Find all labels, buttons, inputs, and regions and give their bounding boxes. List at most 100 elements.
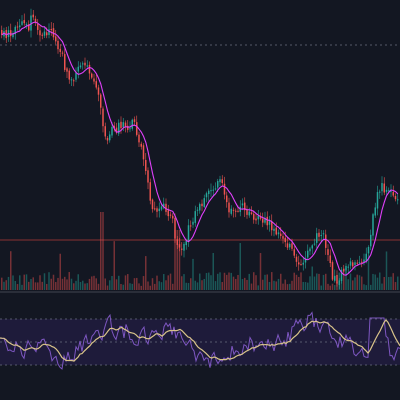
candle-body	[77, 66, 79, 72]
volume-bar	[347, 279, 349, 290]
candle-body	[331, 262, 334, 280]
volume-bar	[203, 278, 205, 290]
volume-bar	[291, 280, 293, 290]
candle-body	[93, 78, 95, 82]
volume-bar	[302, 281, 304, 290]
volume-bar	[109, 280, 111, 290]
candle-body	[340, 269, 343, 281]
candle-body	[347, 266, 349, 268]
candle-body	[172, 215, 174, 219]
candle-body	[37, 24, 39, 30]
volume-bar	[41, 281, 43, 290]
candle-body	[286, 243, 289, 248]
volume-bar	[192, 258, 194, 290]
candle-body	[250, 212, 253, 215]
candle-body	[379, 191, 381, 193]
volume-bar	[223, 272, 226, 290]
volume-bar	[151, 278, 154, 290]
volume-bar	[3, 281, 5, 290]
volume-bar	[7, 276, 10, 290]
volume-bar	[37, 282, 39, 290]
candle-body	[120, 121, 122, 129]
volume-bar	[241, 279, 244, 290]
candle-body	[262, 218, 264, 223]
volume-bar	[61, 278, 64, 290]
candle-body	[394, 196, 397, 200]
volume-bar	[226, 274, 228, 290]
volume-bar	[271, 272, 273, 290]
oscillator-pane[interactable]	[0, 311, 400, 370]
volume-bar	[167, 275, 169, 290]
candle-body	[365, 253, 367, 261]
volume-bar	[88, 278, 91, 290]
volume-bar	[361, 276, 363, 290]
pane-separator	[0, 291, 400, 293]
candle-body	[313, 243, 316, 245]
candle-body	[100, 94, 102, 108]
candle-body	[102, 108, 104, 127]
volume-bar	[16, 284, 19, 290]
volume-bar	[52, 274, 55, 290]
candle-body	[282, 236, 284, 239]
volume-bar	[208, 272, 210, 290]
candle-body	[244, 202, 246, 211]
volume-bar	[210, 275, 212, 290]
candle-body	[149, 182, 151, 201]
candle-body	[349, 261, 352, 266]
volume-bar	[185, 282, 187, 290]
volume-bar	[293, 272, 295, 290]
volume-bar	[304, 282, 307, 290]
candle-body	[232, 209, 235, 211]
candle-body	[374, 207, 376, 216]
volume-bar	[1, 277, 3, 290]
candle-body	[390, 190, 392, 192]
candle-body	[12, 33, 14, 38]
volume-bar	[199, 273, 201, 290]
candle-body	[300, 264, 302, 266]
candle-body	[133, 119, 136, 122]
volume-bar	[311, 266, 313, 290]
volume-bar	[147, 281, 149, 290]
candle-body	[271, 221, 273, 231]
volume-bar	[374, 274, 376, 290]
volume-bar	[244, 277, 246, 290]
candle-body	[111, 127, 113, 136]
volume-bar	[156, 275, 158, 290]
volume-bar	[12, 275, 14, 290]
candle-body	[140, 143, 142, 147]
volume-bar	[95, 278, 97, 290]
candle-body	[104, 126, 106, 137]
candle-body	[385, 189, 388, 192]
volume-bar	[376, 277, 379, 290]
volume-bar	[329, 285, 331, 290]
candle-body	[334, 275, 336, 281]
price-pane[interactable]	[0, 8, 400, 293]
candle-body	[127, 125, 129, 130]
volume-bar	[64, 276, 66, 290]
volume-bar	[66, 279, 68, 290]
candle-body	[268, 220, 271, 225]
candle-body	[302, 262, 304, 265]
candle-body	[106, 137, 109, 141]
volume-bar	[286, 284, 289, 290]
candle-body	[196, 209, 199, 211]
volume-bar	[82, 280, 84, 290]
volume-bar	[383, 276, 385, 290]
candle-body	[115, 127, 118, 133]
candle-body	[167, 210, 169, 217]
candle-body	[280, 233, 282, 237]
volume-bar	[397, 276, 399, 290]
volume-bar	[154, 283, 156, 290]
candle-body	[291, 243, 293, 249]
candle-body	[325, 234, 327, 248]
volume-bar	[266, 274, 268, 290]
candle-body	[118, 122, 120, 134]
candle-body	[86, 65, 88, 67]
candle-body	[201, 203, 203, 207]
candle-body	[205, 193, 208, 198]
candle-body	[381, 183, 383, 192]
candle-body	[88, 64, 91, 74]
candle-body	[264, 218, 266, 223]
